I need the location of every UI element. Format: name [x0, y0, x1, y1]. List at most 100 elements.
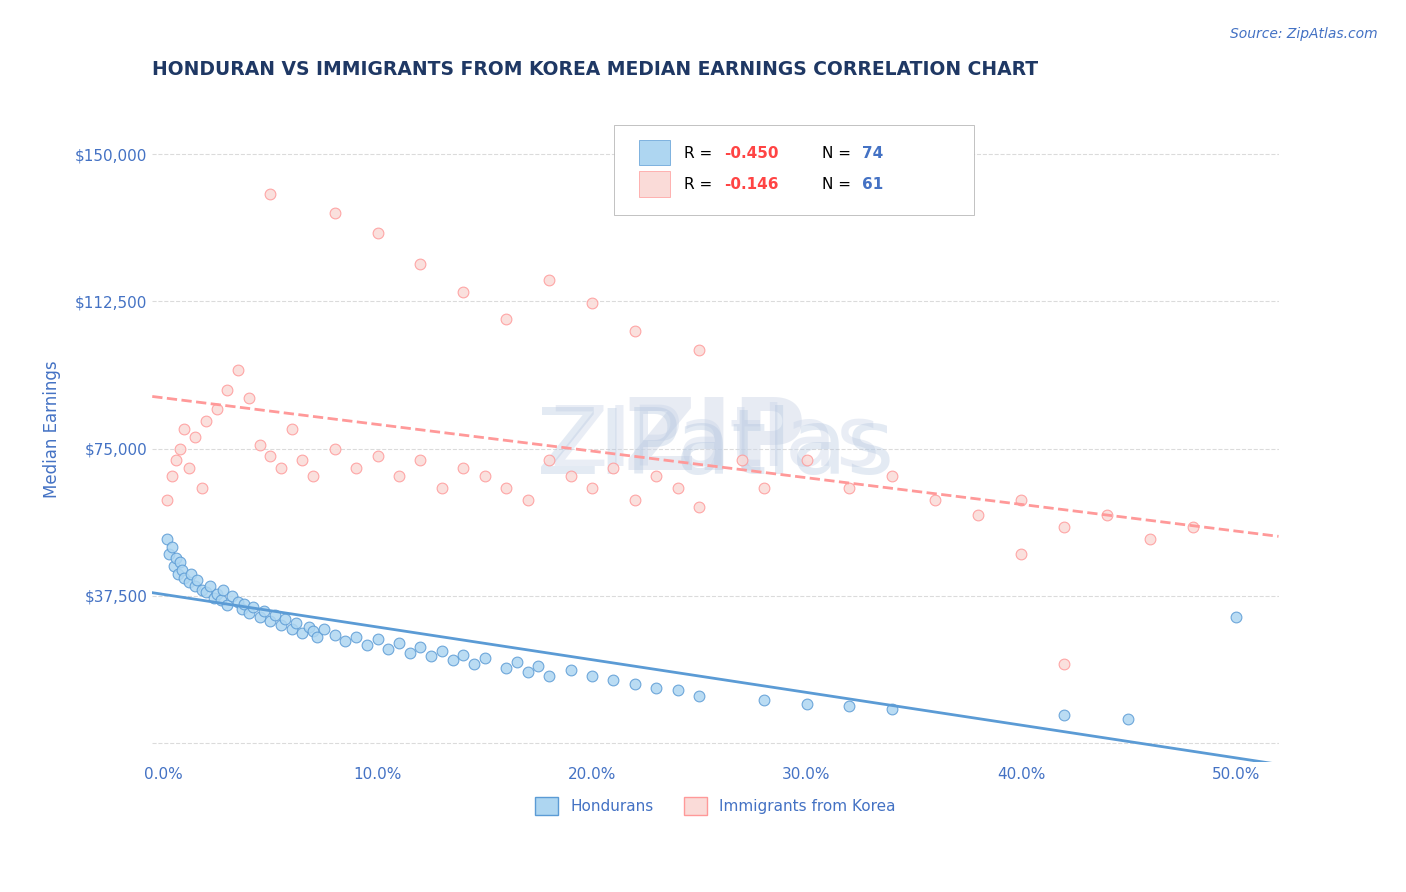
Point [624, 324, 647, 338]
Point [581, 481, 603, 495]
Point [173, 422, 195, 436]
Point [666, 682, 689, 697]
Point [204, 591, 226, 605]
Point [366, 632, 388, 646]
Point [205, 402, 228, 417]
Point [259, 614, 281, 628]
Point [752, 692, 775, 706]
Point [312, 622, 335, 636]
Point [1053, 520, 1076, 534]
Point [538, 453, 561, 467]
Point [366, 450, 388, 464]
Point [238, 391, 260, 405]
Y-axis label: Median Earnings: Median Earnings [44, 360, 60, 498]
Point [298, 620, 321, 634]
Point [463, 657, 485, 672]
Point [731, 453, 754, 467]
Point [602, 673, 624, 687]
Point [495, 312, 517, 326]
Point [409, 257, 432, 271]
Point [495, 481, 517, 495]
Point [335, 633, 357, 648]
Point [495, 661, 517, 675]
Point [474, 651, 496, 665]
Point [186, 573, 208, 587]
Point [285, 616, 308, 631]
Point [967, 508, 990, 523]
Point [198, 579, 221, 593]
Point [156, 492, 179, 507]
Point [205, 587, 228, 601]
Point [249, 437, 271, 451]
Point [280, 622, 302, 636]
Point [516, 665, 538, 680]
Point [184, 579, 207, 593]
Point [366, 226, 388, 240]
Point [157, 548, 180, 562]
Point [344, 630, 367, 644]
Point [233, 597, 256, 611]
Point [581, 296, 603, 310]
Point [645, 681, 668, 695]
Point [430, 481, 453, 495]
Point [263, 608, 285, 623]
Point [274, 612, 297, 626]
Point [160, 540, 183, 554]
Point [924, 492, 946, 507]
Point [838, 698, 860, 713]
Point [441, 653, 464, 667]
Point [253, 604, 276, 618]
Point [409, 640, 432, 654]
Point [160, 469, 183, 483]
Point [453, 285, 475, 299]
Point [453, 461, 475, 475]
Point [302, 469, 325, 483]
Point [156, 532, 179, 546]
Point [167, 567, 190, 582]
Point [1010, 492, 1032, 507]
Point [506, 656, 529, 670]
Text: 74: 74 [862, 146, 883, 161]
Point [430, 643, 453, 657]
Point [226, 363, 249, 377]
Text: N =: N = [823, 146, 856, 161]
Point [221, 589, 243, 603]
Point [645, 469, 668, 483]
Point [624, 492, 647, 507]
Point [209, 592, 232, 607]
Point [280, 422, 302, 436]
Point [344, 461, 367, 475]
Point [259, 186, 281, 201]
Point [323, 206, 346, 220]
Point [226, 594, 249, 608]
Point [270, 461, 292, 475]
Point [527, 659, 550, 673]
Point [165, 551, 187, 566]
Legend: Hondurans, Immigrants from Korea: Hondurans, Immigrants from Korea [529, 790, 901, 822]
Point [291, 453, 314, 467]
FancyBboxPatch shape [614, 126, 974, 216]
Point [602, 461, 624, 475]
Point [882, 702, 904, 716]
Text: ZIP: ZIP [624, 393, 807, 491]
Point [212, 582, 235, 597]
Text: R =: R = [683, 146, 717, 161]
Point [796, 697, 818, 711]
Point [356, 638, 378, 652]
Bar [638, 140, 671, 166]
Text: -0.146: -0.146 [724, 177, 779, 192]
Point [190, 481, 212, 495]
Point [377, 641, 399, 656]
Point [180, 567, 202, 582]
Point [1181, 520, 1204, 534]
Point [323, 442, 346, 456]
Point [581, 669, 603, 683]
Point [1139, 532, 1161, 546]
Text: 61: 61 [862, 177, 883, 192]
Point [190, 582, 212, 597]
Point [172, 563, 194, 577]
Point [1053, 657, 1076, 672]
Point [1118, 712, 1140, 726]
Point [388, 469, 411, 483]
Text: N =: N = [823, 177, 856, 192]
